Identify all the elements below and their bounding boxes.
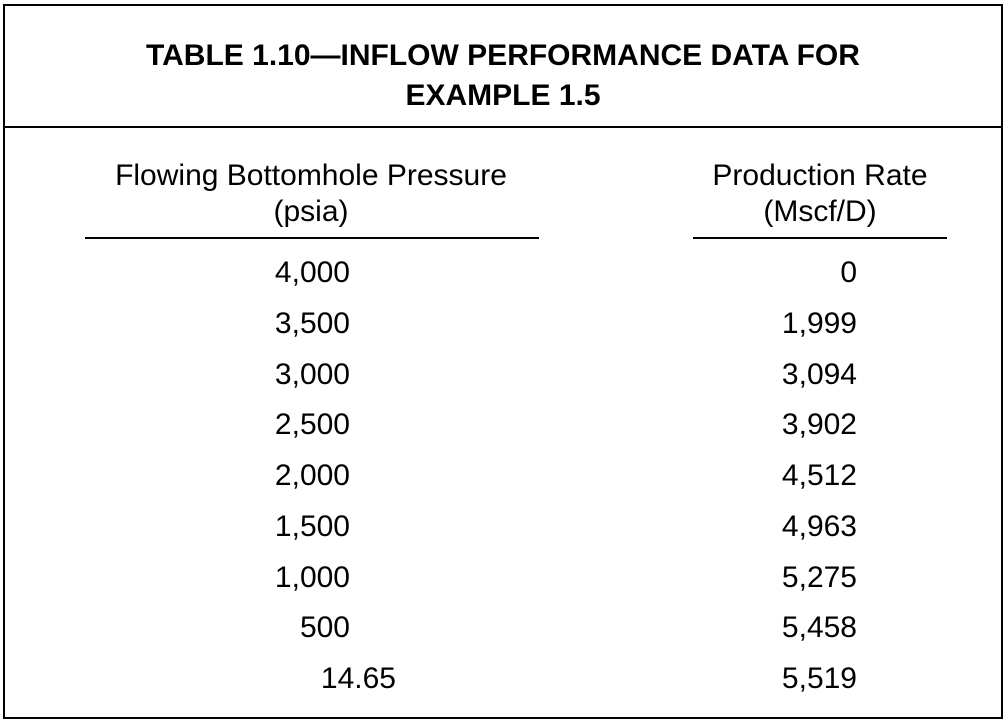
table-row: 2,000 4,512 (5, 458, 1001, 509)
table-title-line-1: TABLE 1.10—INFLOW PERFORMANCE DATA FOR (146, 39, 860, 72)
column-header-rate: Production Rate (Mscf/D) (693, 158, 947, 230)
column-header-pressure: Flowing Bottomhole Pressure (psia) (85, 158, 537, 230)
table-row: 14.65 5,519 (5, 661, 1001, 712)
table-row: 2,500 3,902 (5, 407, 1001, 458)
table-title-line-2: EXAMPLE 1.5 (405, 79, 601, 112)
table-row: 4,000 0 (5, 255, 1001, 306)
pressure-cell: 1,500 (274, 509, 350, 543)
rate-cell: 4,963 (781, 509, 857, 543)
column-header-rule-pressure (85, 237, 539, 239)
table-row: 1,000 5,275 (5, 560, 1001, 611)
pressure-cell: 14.65 (320, 662, 396, 695)
table-row: 3,000 3,094 (5, 357, 1001, 408)
column-header-pressure-label: Flowing Bottomhole Pressure (115, 159, 507, 192)
pressure-cell: 1,000 (274, 560, 350, 594)
pressure-cell: 3,500 (274, 306, 350, 340)
column-header-pressure-unit: (psia) (273, 195, 349, 228)
pressure-cell: 2,500 (274, 408, 350, 442)
rate-cell: 3,094 (781, 357, 857, 391)
table-frame: TABLE 1.10—INFLOW PERFORMANCE DATA FOR E… (3, 4, 1003, 719)
table-row: 1,500 4,963 (5, 509, 1001, 560)
table-row: 3,500 1,999 (5, 306, 1001, 357)
table-title-box: TABLE 1.10—INFLOW PERFORMANCE DATA FOR E… (5, 6, 1001, 128)
rate-cell: 5,275 (781, 560, 857, 594)
table-body: 4,000 0 3,500 1,999 3,000 3,094 2,500 3,… (5, 255, 1001, 712)
rate-cell: 4,512 (781, 459, 857, 492)
pressure-cell: 4,000 (274, 256, 350, 289)
column-header-rule-rate (693, 237, 947, 239)
pressure-cell: 500 (299, 611, 350, 645)
rate-cell: 5,519 (781, 662, 857, 695)
rate-cell: 5,458 (781, 611, 857, 645)
rate-cell: 1,999 (781, 306, 857, 340)
rate-cell: 3,902 (781, 408, 857, 442)
rate-cell: 0 (840, 256, 857, 289)
column-header-rate-label: Production Rate (712, 159, 928, 192)
pressure-cell: 3,000 (274, 357, 350, 391)
table-row: 500 5,458 (5, 610, 1001, 661)
pressure-cell: 2,000 (274, 459, 350, 492)
column-header-rate-unit: (Mscf/D) (763, 195, 877, 228)
